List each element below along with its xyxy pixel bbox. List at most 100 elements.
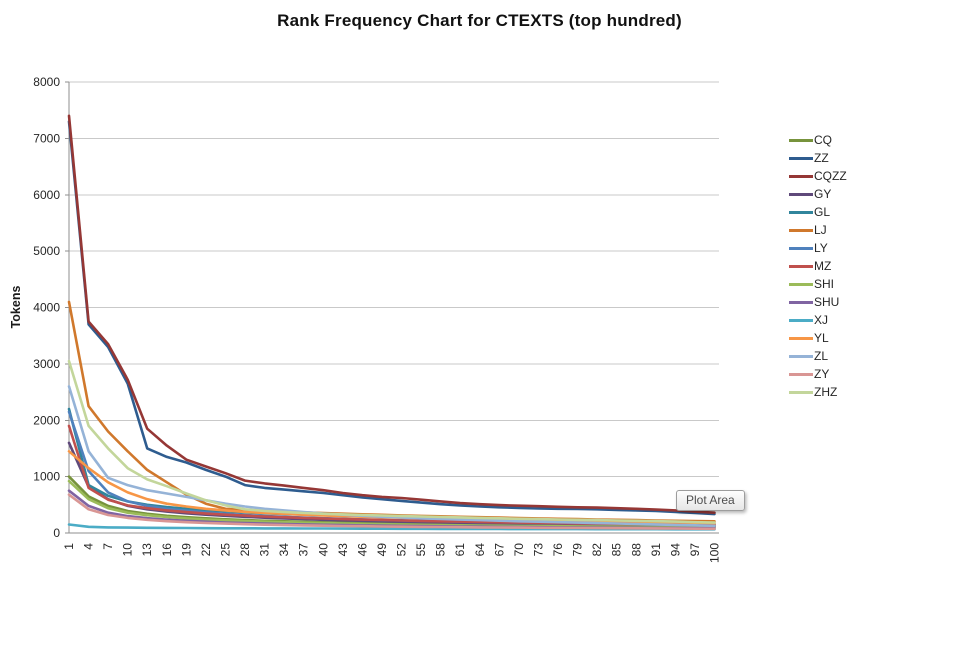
x-tick-label: 22 [199,543,213,557]
x-tick-label: 25 [218,543,232,557]
legend-label: CQ [814,133,832,147]
legend-swatch-ZHZ [789,390,813,394]
plot-area-tooltip: Plot Area [676,490,745,511]
series-line-ZY[interactable] [67,493,716,531]
legend-item-XJ[interactable]: XJ [789,311,847,329]
x-tick-label: 94 [668,543,682,557]
x-tick-label: 7 [101,543,115,550]
x-tick-label: 55 [414,543,428,557]
gridlines [69,81,719,478]
y-tick-label: 5000 [33,244,60,258]
legend-label: LY [814,241,828,255]
legend-swatch-SHI [789,282,813,286]
x-tick-label: 73 [531,543,545,557]
legend-label: GL [814,205,831,219]
legend-swatch-ZY [789,372,813,376]
legend-item-ZHZ[interactable]: ZHZ [789,383,847,401]
x-tick-label: 97 [688,543,702,557]
y-tick-label: 0 [53,526,60,540]
series-line-CQZZ[interactable] [67,114,716,515]
x-tick-label: 46 [355,543,369,557]
x-tick-label: 52 [395,543,409,557]
legend-label: ZL [814,349,829,363]
legend-item-GL[interactable]: GL [789,203,847,221]
x-tick-label: 82 [590,543,604,557]
legend-item-LJ[interactable]: LJ [789,221,847,239]
x-axis-tick-labels: 1 4 7 10 13 16 19 22 25 28 31 34 37 40 43 46 49 52 55 58 61 6… [62,543,722,563]
legend-swatch-ZL [789,354,813,358]
x-tick-label: 1 [62,543,76,550]
x-tick-label: 37 [297,543,311,557]
x-tick-label: 67 [492,543,506,557]
legend-swatch-GY [789,192,813,196]
legend-swatch-GL [789,210,813,214]
y-tick-label: 4000 [33,301,60,315]
x-tick-label: 100 [708,543,722,563]
y-tick-label: 6000 [33,188,60,202]
x-tick-label: 49 [375,543,389,557]
legend-label: SHU [814,295,840,309]
legend-swatch-SHU [789,300,813,304]
y-tick-label: 3000 [33,357,60,371]
legend-label: CQZZ [814,169,847,183]
legend-item-ZY[interactable]: ZY [789,365,847,383]
x-tick-label: 31 [258,543,272,557]
legend-swatch-YL [789,336,813,340]
series-line-ZZ[interactable] [67,120,716,516]
chart-title[interactable]: Rank Frequency Chart for CTEXTS (top hun… [277,11,682,30]
x-tick-label: 61 [453,543,467,557]
y-tick-label: 8000 [33,75,60,89]
legend-item-SHI[interactable]: SHI [789,275,847,293]
y-tick-label: 2000 [33,413,60,427]
x-tick-label: 79 [571,543,585,557]
x-tick-label: 88 [629,543,643,557]
legend-label: GY [814,187,832,201]
legend-item-SHU[interactable]: SHU [789,293,847,311]
series-line-ZHZ[interactable] [67,359,716,524]
legend-swatch-MZ [789,264,813,268]
legend-swatch-ZZ [789,156,813,160]
legend-item-MZ[interactable]: MZ [789,257,847,275]
y-tick-label: 1000 [33,470,60,484]
legend-label: XJ [814,313,829,327]
y-axis-title[interactable]: Tokens [9,286,23,329]
legend-label: YL [814,331,829,345]
legend-item-ZL[interactable]: ZL [789,347,847,365]
x-tick-label: 43 [336,543,350,557]
x-tick-label: 34 [277,543,291,557]
legend[interactable]: CQ ZZ CQZZ GY GL LJ LY MZ SHI SHU XJ YL ZL ZY ZHZ [789,131,847,401]
series-lines [67,114,716,531]
y-axis-tick-labels: 0 1000 2000 3000 4000 5000 6000 7000 8000 [33,75,60,540]
legend-swatch-CQ [789,138,813,142]
legend-item-CQZZ[interactable]: CQZZ [789,167,847,185]
legend-item-YL[interactable]: YL [789,329,847,347]
legend-label: ZZ [814,151,829,165]
legend-swatch-CQZZ [789,174,813,178]
x-tick-label: 85 [610,543,624,557]
x-tick-label: 40 [316,543,330,557]
legend-label: SHI [814,277,835,291]
x-tick-label: 28 [238,543,252,557]
y-tick-label: 7000 [33,131,60,145]
legend-swatch-LJ [789,228,813,232]
legend-swatch-LY [789,246,813,250]
legend-label: MZ [814,259,832,273]
x-tick-label: 4 [82,543,96,550]
plot-area[interactable] [69,82,719,533]
legend-item-CQ[interactable]: CQ [789,131,847,149]
x-tick-label: 64 [473,543,487,557]
x-tick-label: 13 [140,543,154,557]
x-tick-label: 58 [434,543,448,557]
x-tick-label: 70 [512,543,526,557]
legend-item-LY[interactable]: LY [789,239,847,257]
legend-label: ZY [814,367,830,381]
x-tick-label: 16 [160,543,174,557]
legend-swatch-XJ [789,318,813,322]
legend-label: ZHZ [814,385,838,399]
legend-label: LJ [814,223,827,237]
legend-item-ZZ[interactable]: ZZ [789,149,847,167]
legend-item-GY[interactable]: GY [789,185,847,203]
x-tick-label: 10 [121,543,135,557]
